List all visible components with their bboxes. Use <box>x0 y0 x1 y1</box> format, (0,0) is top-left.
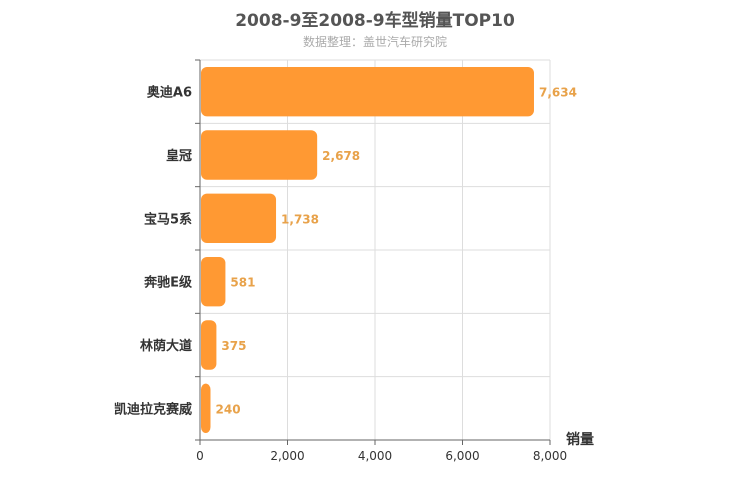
bar <box>201 66 534 117</box>
bar-value-label: 375 <box>221 339 246 353</box>
x-tick-label: 4,000 <box>358 449 392 463</box>
y-category-label: 奔驰E级 <box>143 275 193 291</box>
x-tick-label: 8,000 <box>533 449 567 463</box>
y-category-label: 奥迪A6 <box>147 85 192 101</box>
bar <box>201 256 226 307</box>
bar <box>201 130 318 180</box>
y-category-label: 凯迪拉克赛威 <box>114 401 192 417</box>
bar <box>201 320 217 370</box>
y-category-label: 皇冠 <box>166 148 192 164</box>
bar-value-label: 2,678 <box>322 149 360 163</box>
bar <box>201 193 277 244</box>
x-tick-label: 0 <box>196 449 204 463</box>
y-category-label: 宝马5系 <box>144 211 192 227</box>
chart-subtitle: 数据整理：盖世汽车研究院 <box>302 35 447 49</box>
y-category-label: 林荫大道 <box>140 338 192 354</box>
x-tick-label: 6,000 <box>445 449 479 463</box>
bar-value-label: 240 <box>216 402 241 416</box>
bar-value-label: 1,738 <box>281 212 319 226</box>
chart-title: 2008-9至2008-9车型销量TOP10 <box>235 11 515 31</box>
bar <box>201 383 211 434</box>
bar-value-label: 7,634 <box>539 86 577 100</box>
x-tick-label: 2,000 <box>270 449 304 463</box>
x-axis-title: 销量 <box>566 431 594 448</box>
bar-value-label: 581 <box>230 276 255 290</box>
